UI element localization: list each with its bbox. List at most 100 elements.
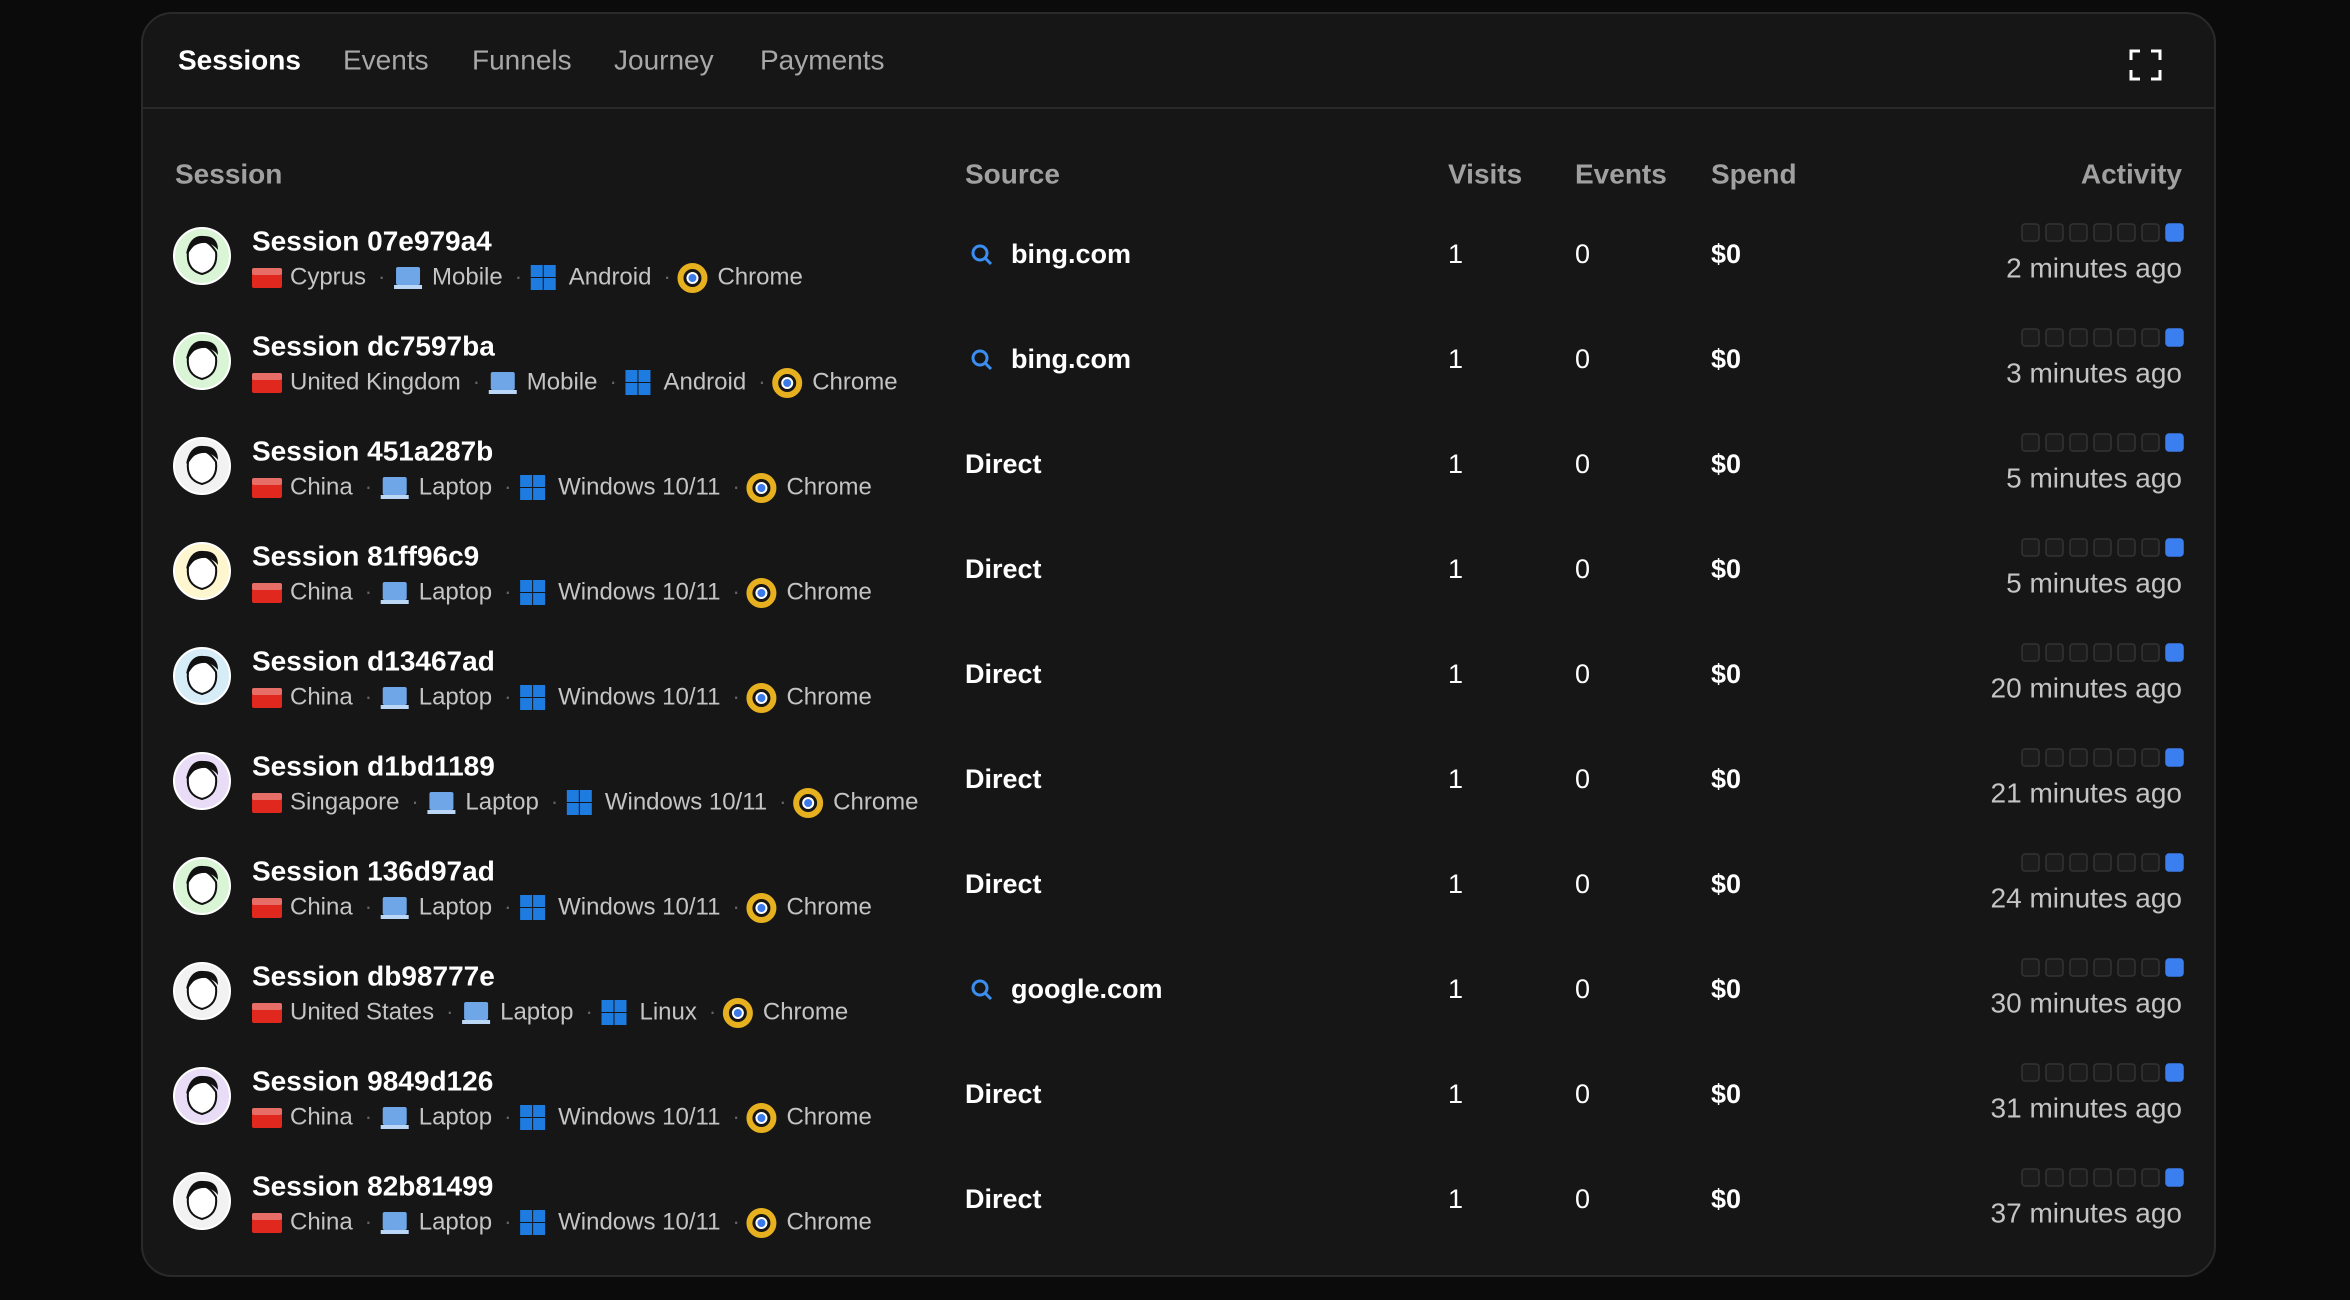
device: Laptop: [419, 683, 492, 710]
flag: [252, 583, 282, 603]
avatar-hair: [186, 550, 218, 569]
session-name[interactable]: Session 81ff96c9: [252, 540, 479, 571]
os: Windows 10/11: [605, 788, 767, 815]
separator: ·: [732, 1209, 739, 1234]
activity-cell: [2117, 643, 2136, 662]
browser: Chrome: [786, 683, 871, 710]
activity-cell: [2021, 1168, 2040, 1187]
activity-cell: [2069, 748, 2088, 767]
session-name[interactable]: Session 136d97ad: [252, 855, 495, 886]
device: [490, 372, 515, 390]
device-base: [380, 1230, 409, 1234]
activity-cell: [2069, 433, 2088, 452]
activity-cell: [2045, 538, 2064, 557]
tab[interactable]: Journey: [614, 44, 714, 75]
activity: 3 minutes ago: [2006, 357, 2182, 388]
separator: ·: [378, 264, 385, 289]
session-name[interactable]: Session 9849d126: [252, 1065, 493, 1096]
os-pane: [601, 1013, 614, 1025]
browser-ring: [746, 473, 777, 503]
events: 0: [1575, 1184, 1590, 1214]
device: Laptop: [500, 998, 573, 1025]
visits: 1: [1448, 659, 1463, 689]
browser-ring: [746, 578, 777, 608]
activity-cell: [2141, 1168, 2160, 1187]
activity-cell: [2045, 328, 2064, 347]
session-name[interactable]: Session 451a287b: [252, 435, 493, 466]
os-pane: [543, 278, 556, 290]
separator: ·: [446, 999, 453, 1024]
activity: 5 minutes ago: [2006, 567, 2182, 598]
os-pane: [533, 1118, 546, 1130]
avatar: [173, 1067, 231, 1125]
source: Direct: [965, 764, 1042, 794]
browser-ring: [746, 683, 777, 713]
visits: 1: [1448, 974, 1463, 1004]
activity-cell: [2069, 223, 2088, 242]
device-base: [380, 600, 409, 604]
separator: ·: [504, 579, 511, 604]
device-base: [488, 390, 517, 394]
activity-cell: [2093, 958, 2112, 977]
session-name[interactable]: Session dc7597ba: [252, 330, 495, 361]
activity-cell: [2117, 328, 2136, 347]
session-name[interactable]: Session d13467ad: [252, 645, 495, 676]
os: Windows 10/11: [558, 578, 720, 605]
activity-cell: [2117, 748, 2136, 767]
events: 0: [1575, 449, 1590, 479]
browser-icon: [746, 1103, 777, 1133]
os-pane: [533, 475, 546, 487]
os-pane: [625, 383, 638, 395]
device: Laptop: [419, 578, 492, 605]
os-pane: [543, 265, 556, 277]
separator: ·: [365, 474, 372, 499]
device: Laptop: [465, 788, 538, 815]
session-name[interactable]: Session db98777e: [252, 960, 495, 991]
browser: Chrome: [717, 263, 802, 290]
activity-cell: [2069, 538, 2088, 557]
flag-band: [252, 583, 282, 590]
session-name[interactable]: Session d1bd1189: [252, 750, 495, 781]
tab[interactable]: Sessions: [178, 44, 301, 75]
activity-cell: [2093, 748, 2112, 767]
lens: [971, 349, 989, 367]
activity-cell: [2021, 958, 2040, 977]
activity-cell: [2021, 1063, 2040, 1082]
events: 0: [1575, 554, 1590, 584]
flag-band: [252, 1213, 282, 1220]
device-base: [380, 1125, 409, 1129]
os: Windows 10/11: [558, 1208, 720, 1235]
activity: 5 minutes ago: [2006, 462, 2182, 493]
os-pane: [533, 685, 546, 697]
os-pane: [533, 698, 546, 710]
column-header: Events: [1575, 158, 1667, 189]
avatar: [173, 1172, 231, 1230]
activity-cell: [2021, 643, 2040, 662]
flag-icon: [252, 898, 282, 918]
fullscreen-icon[interactable]: [2129, 49, 2162, 81]
session-name[interactable]: Session 82b81499: [252, 1170, 493, 1201]
avatar: [173, 752, 231, 810]
tab[interactable]: Funnels: [472, 44, 572, 75]
source: bing.com: [1011, 239, 1131, 269]
device: Laptop: [419, 893, 492, 920]
spend: $0: [1711, 974, 1741, 1004]
avatar-hair: [186, 970, 218, 989]
os-pane: [533, 1210, 546, 1222]
os-pane: [533, 593, 546, 605]
separator: ·: [732, 579, 739, 604]
browser-icon: [746, 893, 777, 923]
tab[interactable]: Payments: [760, 44, 885, 75]
avatar-hair: [186, 760, 218, 779]
os: Windows 10/11: [558, 683, 720, 710]
activity-cell: [2165, 748, 2184, 767]
session-name[interactable]: Session 07e979a4: [252, 225, 492, 256]
tab[interactable]: Events: [343, 44, 429, 75]
activity-cell: [2069, 958, 2088, 977]
separator: ·: [709, 999, 716, 1024]
os-icon: [520, 895, 546, 920]
browser: Chrome: [786, 578, 871, 605]
activity-cell: [2045, 433, 2064, 452]
lens-handle: [983, 256, 993, 266]
os-pane: [614, 1000, 627, 1012]
